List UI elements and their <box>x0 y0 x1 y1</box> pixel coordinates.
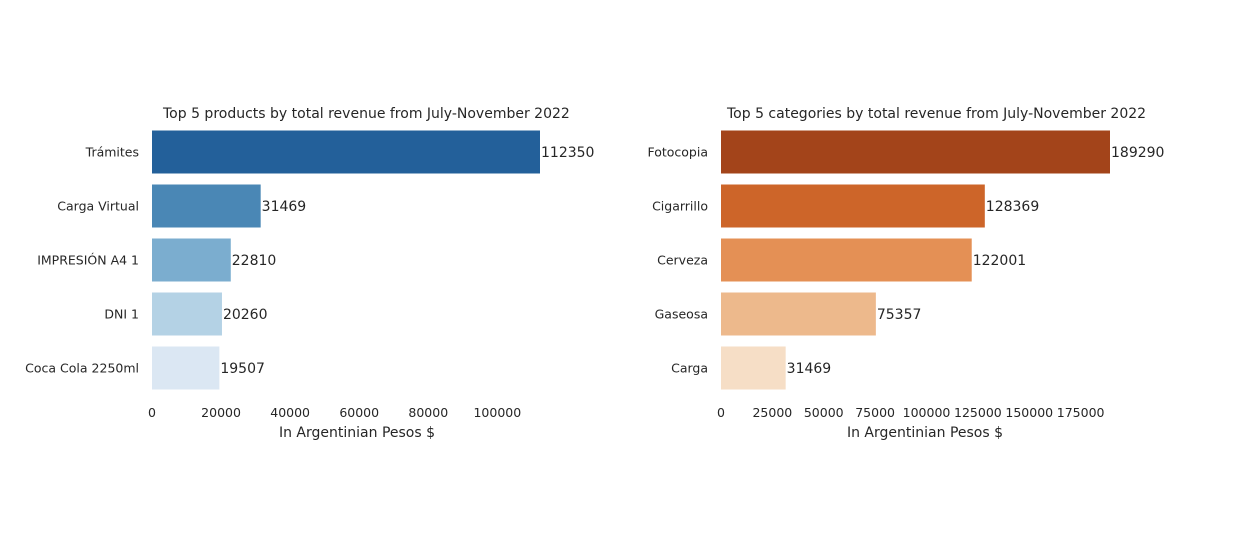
bar <box>721 346 786 390</box>
category-label: Gaseosa <box>655 307 708 322</box>
x-tick-label: 20000 <box>201 405 241 420</box>
category-label: Cigarrillo <box>652 199 708 214</box>
bar <box>721 184 985 228</box>
data-label: 189290 <box>1111 145 1164 161</box>
x-tick-label: 75000 <box>855 405 895 420</box>
bar <box>152 238 231 282</box>
data-label: 112350 <box>541 145 594 161</box>
x-tick-label: 50000 <box>804 405 844 420</box>
categories-revenue-chart: Top 5 categories by total revenue from J… <box>647 106 1164 441</box>
bar <box>152 292 222 336</box>
x-tick-label: 100000 <box>473 405 521 420</box>
x-tick-label: 0 <box>717 405 725 420</box>
category-label: Cerveza <box>657 253 708 268</box>
category-label: IMPRESIÓN A4 1 <box>37 253 139 268</box>
bar <box>721 238 972 282</box>
bar <box>152 130 540 174</box>
data-label: 31469 <box>262 199 307 215</box>
data-label: 20260 <box>223 307 268 323</box>
category-label: Fotocopia <box>647 145 708 160</box>
x-tick-label: 175000 <box>1057 405 1105 420</box>
x-tick-label: 60000 <box>339 405 379 420</box>
data-label: 31469 <box>787 361 832 377</box>
x-tick-label: 150000 <box>1005 405 1053 420</box>
x-tick-label: 0 <box>148 405 156 420</box>
category-label: Coca Cola 2250ml <box>25 361 139 376</box>
data-label: 22810 <box>232 253 277 269</box>
data-label: 122001 <box>973 253 1026 269</box>
bar <box>152 184 261 228</box>
x-axis-label: In Argentinian Pesos $ <box>847 425 1003 441</box>
bar <box>152 346 220 390</box>
category-label: DNI 1 <box>104 307 139 322</box>
x-tick-label: 40000 <box>270 405 310 420</box>
category-label: Carga Virtual <box>57 199 139 214</box>
x-tick-label: 80000 <box>408 405 448 420</box>
chart-title: Top 5 products by total revenue from Jul… <box>162 106 570 122</box>
data-label: 19507 <box>220 361 265 377</box>
x-tick-label: 25000 <box>752 405 792 420</box>
x-tick-label: 125000 <box>954 405 1002 420</box>
category-label: Trámites <box>85 145 139 160</box>
x-tick-label: 100000 <box>903 405 951 420</box>
x-axis-label: In Argentinian Pesos $ <box>279 425 435 441</box>
products-revenue-chart: Top 5 products by total revenue from Jul… <box>25 106 594 441</box>
bar <box>721 292 876 336</box>
category-label: Carga <box>671 361 708 376</box>
data-label: 128369 <box>986 199 1039 215</box>
bar <box>721 130 1110 174</box>
chart-title: Top 5 categories by total revenue from J… <box>726 106 1146 122</box>
data-label: 75357 <box>877 307 922 323</box>
